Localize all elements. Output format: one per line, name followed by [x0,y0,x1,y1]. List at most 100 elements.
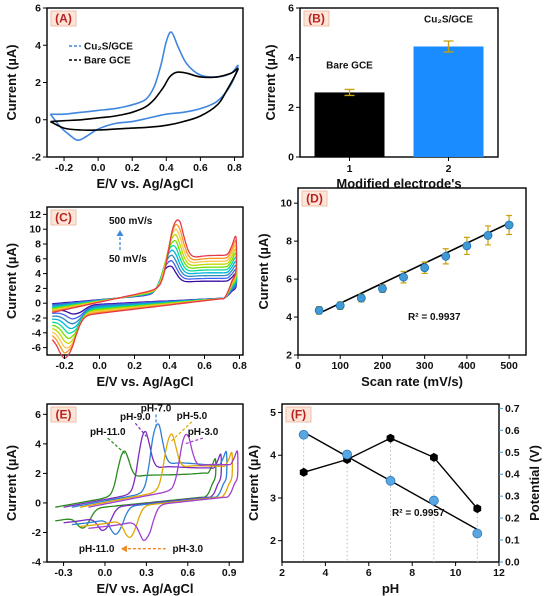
potential-point [342,449,353,460]
arrow-head [120,545,127,553]
shift-left-label: pH-11.0 [79,544,115,555]
y-right-tick-label: 0.4 [505,469,520,481]
data-point [356,293,366,303]
arrow-head [116,230,124,236]
x-tick-label: 0.0 [91,162,106,174]
x-axis-label: pH [382,581,399,596]
y-axis-label: Current (µA) [4,243,19,319]
error-bar [443,40,454,53]
x-tick-label: 500 [500,360,518,372]
y-tick-label: 0 [35,497,41,509]
ph-label: pH-5.0 [177,411,208,422]
x-tick-label: 0.4 [162,360,177,372]
cv-line-400-mv-s [51,228,238,349]
cv-line-ph-11-0 [55,450,217,529]
bar-label: Cu₂S/GCE [424,14,473,25]
x-tick-label: 12 [493,567,505,579]
r-squared: R² = 0.9937 [408,312,461,323]
x-axis-label: Scan rate (mV/s) [361,374,463,389]
legend-entry: Bare GCE [84,56,131,67]
y-right-tick-label: 0.6 [505,425,520,437]
error-bar [344,88,355,97]
y-right-tick-label: 0.5 [505,447,520,459]
x-axis-label: E/V vs. Ag/AgCl [96,176,193,191]
y-tick-label: 4 [270,450,276,462]
y-tick-label: 2 [288,102,294,114]
current-point [473,504,482,514]
data-point [483,231,493,240]
y-axis-label: Current (µA) [4,445,19,521]
ph-pointer [134,422,147,437]
ph-label: pH-11.0 [90,427,126,438]
annotation-max-scan-rate: 500 mV/s [109,216,153,227]
y-tick-label: 3 [270,492,276,504]
x-tick-label: 6 [366,567,372,579]
y-axis-label: Current (µA) [256,233,271,309]
y-tick-label: 2 [35,283,41,295]
x-tick-label: 0.2 [127,360,142,372]
y-right-axis-label: Potential (V) [527,445,542,521]
y-tick-label: 6 [35,409,41,421]
panel-label: (D) [306,192,323,206]
cv-line-ph-9-0 [63,430,222,532]
y-tick-label: 12 [29,209,41,221]
x-tick-label: 0 [295,360,301,372]
x-tick-label: 0.2 [125,162,140,174]
ph-label: pH-3.0 [188,427,219,438]
panel-label-box [50,406,77,423]
y-tick-label: 6 [286,274,292,286]
panel-label-box [285,406,312,423]
x-tick-label: -0.2 [55,360,73,372]
x-tick-label: 1 [347,163,353,175]
x-tick-label: 2 [446,163,452,175]
panel-label: (E) [56,408,72,422]
panel-label: (F) [291,408,306,422]
current-line [303,437,478,510]
y-tick-label: 10 [280,198,292,210]
x-tick-label: 0.4 [159,162,174,174]
y-tick-label: -4 [32,557,41,569]
plot-frame [299,7,499,158]
data-point [399,272,408,282]
y-axis-label: Current (µA) [246,445,261,521]
annotation-min-scan-rate: 50 mV/s [109,254,147,265]
cv-line-350-mv-s [51,234,238,345]
panel-label-box [50,10,77,27]
x-axis-label: E/V vs. Ag/AgCl [96,581,193,596]
panel-label-box [301,190,328,207]
panel-label: (A) [55,12,72,26]
y-tick-label: 6 [288,3,294,15]
x-tick-label: 0.0 [98,567,113,579]
y-tick-label: -2 [32,313,41,325]
y-tick-label: 2 [35,468,41,480]
y-tick-label: 0 [35,298,41,310]
y-right-tick-label: 0.3 [505,491,520,503]
cv-line-450-mv-s [51,223,238,354]
x-tick-label: 2 [279,567,285,579]
panel-label-box [303,10,330,27]
current-point [386,433,395,443]
bare-gce-cv-line [50,67,239,131]
y-tick-label: -4 [32,327,41,339]
linear-fit-line [318,222,510,315]
y-tick-label: 2 [35,77,41,89]
ph-pointer [169,421,193,443]
plot-frame [46,403,244,563]
y-right-tick-label: 0.1 [505,535,520,547]
plot-frame [46,206,244,356]
x-tick-label: -0.2 [55,162,73,174]
panel-e: -0.3 0.0 0.3 0.6 0.9 -4 -2 0 2 4 6 E/V vs. Ag/AgCl C… [4,403,244,596]
potential-point [298,429,309,440]
x-tick-label: 400 [458,360,476,372]
y-tick-label: 4 [35,438,41,450]
potential-point [428,495,439,506]
data-point [504,220,514,230]
cv-line-ph-7-0 [71,423,228,535]
y-tick-label: 4 [288,52,294,64]
y-tick-label: 4 [286,312,292,324]
y-tick-label: 2 [270,535,276,547]
data-point [420,263,430,273]
legend-entry: Cu₂S/GCE [84,42,133,53]
current-point [430,452,438,462]
x-tick-label: 0.6 [193,162,208,174]
